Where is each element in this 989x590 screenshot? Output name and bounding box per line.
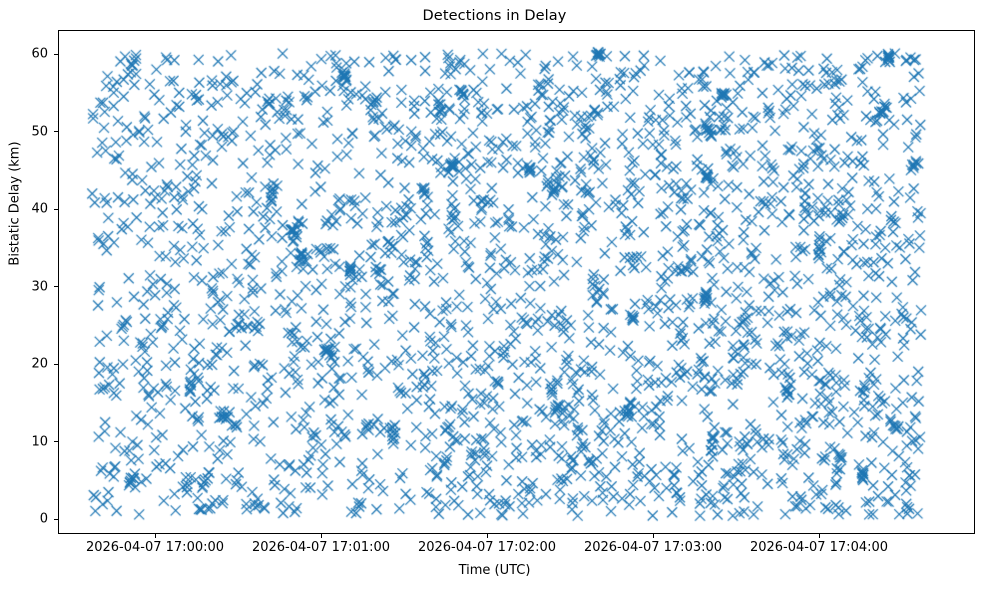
x-tick-label: 2026-04-07 17:01:00 — [251, 540, 391, 555]
x-axis-label: Time (UTC) — [458, 563, 531, 578]
y-tick-label: 30 — [31, 279, 48, 295]
scatter-plot-canvas — [59, 31, 974, 533]
chart-title: Detections in Delay — [422, 8, 567, 24]
y-tick-label: 50 — [31, 124, 48, 140]
x-tick-label: 2026-04-07 17:00:00 — [85, 540, 225, 555]
y-tick-mark — [54, 518, 58, 520]
x-tick-mark — [652, 534, 654, 538]
y-axis-label: Bistatic Delay (km) — [7, 141, 23, 266]
plot-axes — [58, 30, 975, 534]
y-tick-mark — [54, 131, 58, 133]
x-tick-mark — [320, 534, 322, 538]
y-tick-label: 40 — [31, 201, 48, 217]
x-tick-mark — [818, 534, 820, 538]
y-tick-label: 60 — [31, 46, 48, 62]
x-tick-label: 2026-04-07 17:03:00 — [583, 540, 723, 555]
y-axis-tick-labels: 0 10 20 30 40 50 60 — [0, 0, 48, 590]
x-tick-label: 2026-04-07 17:02:00 — [417, 540, 557, 555]
y-tick-mark — [54, 441, 58, 443]
y-tick-label: 10 — [31, 434, 48, 450]
y-tick-mark — [54, 53, 58, 55]
y-tick-label: 0 — [39, 511, 48, 527]
y-tick-mark — [54, 286, 58, 288]
y-tick-mark — [54, 363, 58, 365]
x-tick-mark — [154, 534, 156, 538]
x-tick-label: 2026-04-07 17:04:00 — [749, 540, 889, 555]
y-tick-label: 20 — [31, 356, 48, 372]
y-tick-mark — [54, 208, 58, 210]
x-tick-mark — [486, 534, 488, 538]
